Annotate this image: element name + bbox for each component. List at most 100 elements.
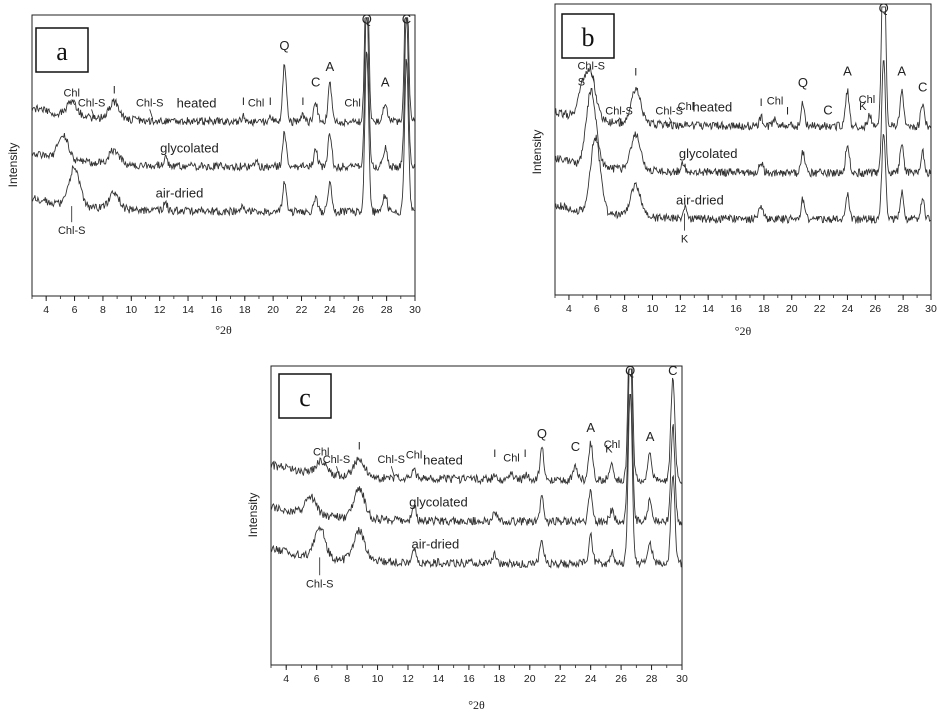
peak-annotation: Chl-S: [605, 106, 633, 118]
trace-glycolated: [31, 17, 416, 173]
peak-annotation: Chl: [678, 101, 695, 113]
peak-annotation: Q: [537, 426, 547, 441]
peak-annotation: Chl-S: [577, 60, 605, 72]
x-tick-label: 18: [239, 304, 251, 316]
peak-annotation: I: [301, 96, 304, 108]
x-tick-label: 30: [409, 304, 421, 316]
annotation-arrow: [590, 72, 595, 83]
x-tick-label: 22: [814, 303, 826, 315]
peak-annotation: C: [668, 363, 677, 378]
peak-annotation: Chl: [313, 447, 330, 459]
peak-annotation: C: [918, 79, 927, 94]
peak-annotation: Chl: [767, 95, 784, 107]
trace-label-air-dried: air-dried: [156, 185, 204, 200]
peak-annotation: Q: [362, 11, 372, 26]
x-tick-label: 24: [842, 303, 854, 315]
x-tick-label: 14: [433, 673, 445, 685]
peak-annotation: S: [578, 76, 585, 88]
peak-annotation: I: [524, 448, 527, 460]
x-tick-label: 18: [493, 673, 505, 685]
annotation-arrow: [91, 109, 95, 120]
annotation-arrow: [668, 117, 673, 124]
x-tick-label: 4: [43, 304, 49, 316]
peak-annotation: Chl: [406, 450, 423, 462]
plot-frame: [554, 3, 932, 296]
peak-annotation: I: [242, 96, 245, 108]
trace-air-dried: [554, 133, 932, 225]
x-tick-label: 28: [646, 673, 658, 685]
x-tick-label: 16: [463, 673, 475, 685]
trace-heated: [554, 6, 932, 132]
panel-letter: c: [299, 383, 311, 412]
x-tick-label: 16: [730, 303, 742, 315]
x-tick-label: 26: [615, 673, 627, 685]
x-tick-label: 4: [566, 303, 572, 315]
panel-a: 4 6 8 10 12 14 16 18 20 22 24 26 28 30 °2θ Intensity a he…: [6, 11, 421, 337]
peak-annotation: C: [571, 439, 580, 454]
trace-heated: [31, 17, 416, 128]
x-tick-label: 20: [267, 304, 279, 316]
x-tick-label: 20: [786, 303, 798, 315]
peak-annotation: K: [681, 234, 689, 246]
peak-annotation: Chl-S: [78, 97, 106, 109]
peak-annotation: I: [634, 66, 637, 78]
x-tick-label: 28: [897, 303, 909, 315]
peak-annotation: I: [786, 106, 789, 118]
peak-annotation: Chl: [63, 87, 80, 99]
trace-glycolated: [554, 60, 932, 179]
panel-letter-box: [278, 373, 332, 419]
x-tick-label: 8: [100, 304, 106, 316]
peak-annotation: Chl: [503, 453, 520, 465]
x-tick-label: 16: [211, 304, 223, 316]
peak-annotation: I: [113, 85, 116, 97]
peak-annotation: K: [605, 444, 613, 456]
x-tick-label: 14: [182, 304, 194, 316]
peak-annotation: Q: [798, 75, 808, 90]
peak-annotation: Q: [625, 363, 635, 378]
annotation-arrow: [390, 466, 395, 477]
peak-annotation: Q: [279, 38, 289, 53]
peak-annotation: C: [402, 11, 411, 26]
trace-label-heated: heated: [423, 453, 463, 468]
panel-c: 4 6 8 10 12 14 16 18 20 22 24 26 28 30 °2θ Intensity c he…: [246, 363, 688, 712]
peak-annotation: Chl-S: [323, 454, 351, 466]
peak-annotation: C: [311, 75, 320, 90]
y-axis-title: Intensity: [6, 143, 20, 188]
x-tick-label: 24: [324, 304, 336, 316]
trace-label-heated: heated: [177, 95, 217, 110]
x-tick-label: 26: [352, 304, 364, 316]
peak-annotation: Chl: [859, 94, 876, 106]
peak-annotation: I: [358, 441, 361, 453]
annotation-arrow: [71, 99, 76, 106]
y-axis-title: Intensity: [246, 493, 260, 538]
peak-annotation: Chl-S: [136, 97, 164, 109]
x-tick-label: 8: [344, 673, 350, 685]
x-tick-label: 14: [702, 303, 714, 315]
x-tick-label: 30: [676, 673, 688, 685]
panel-letter: a: [56, 37, 68, 66]
x-tick-label: 10: [372, 673, 384, 685]
peak-annotation: C: [823, 103, 832, 118]
plot-frame: [31, 14, 416, 297]
annotation-arrow: [149, 109, 154, 120]
x-tick-label: 6: [314, 673, 320, 685]
x-tick-label: 30: [925, 303, 937, 315]
x-tick-label: 4: [283, 673, 289, 685]
x-tick-label: 8: [622, 303, 628, 315]
trace-label-air-dried: air-dried: [412, 536, 460, 551]
peak-annotation: Chl-S: [655, 106, 683, 118]
x-tick-label: 10: [647, 303, 659, 315]
peak-annotation: Q: [879, 1, 889, 16]
peak-annotation: Chl-S: [58, 225, 86, 237]
x-tick-label: 6: [72, 304, 78, 316]
x-axis-title: °2θ: [468, 698, 485, 712]
trace-label-air-dried: air-dried: [676, 193, 724, 208]
peak-annotation: Chl: [248, 97, 265, 109]
peak-annotation: A: [381, 75, 390, 90]
peak-annotation: I: [269, 96, 272, 108]
peak-annotation: Chl-S: [306, 578, 334, 590]
x-tick-label: 10: [125, 304, 137, 316]
x-tick-label: 22: [554, 673, 566, 685]
annotation-arrow: [618, 117, 623, 124]
